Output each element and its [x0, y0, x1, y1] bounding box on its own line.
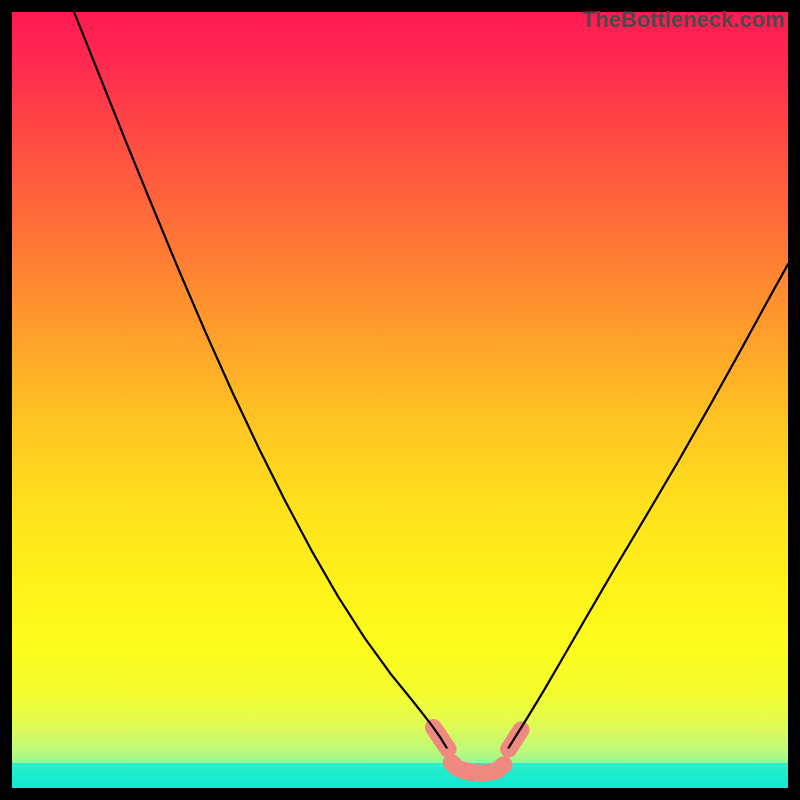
- watermark-text: TheBottleneck.com: [582, 7, 785, 33]
- chart-frame: TheBottleneck.com: [0, 0, 800, 800]
- curve-left-branch: [74, 12, 446, 748]
- plot-area: [12, 12, 788, 788]
- curve-right-branch: [509, 264, 788, 747]
- curve-layer: [12, 12, 788, 788]
- peach-segment-trough: [451, 762, 504, 773]
